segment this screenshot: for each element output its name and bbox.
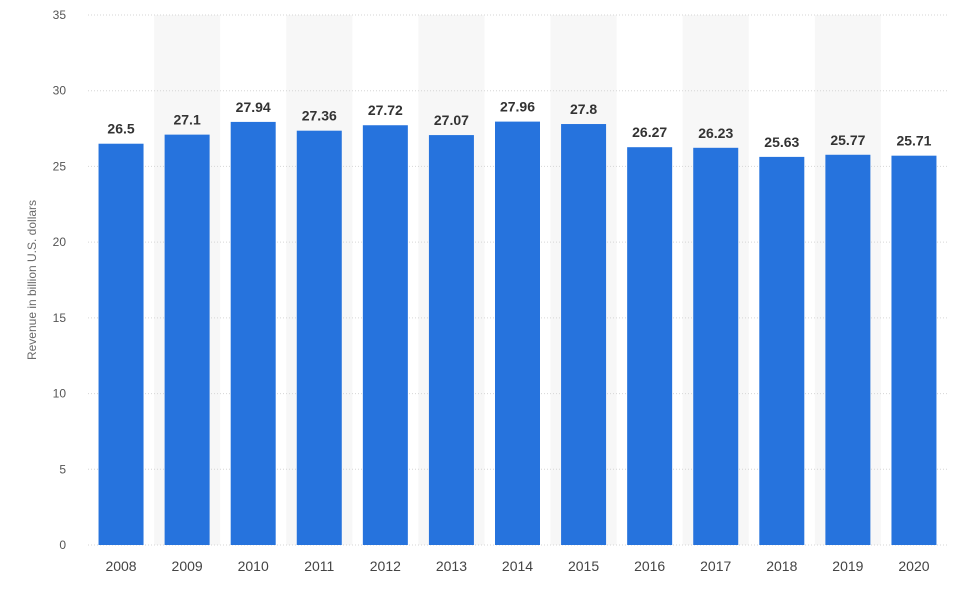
y-tick-label: 15	[53, 311, 67, 325]
y-tick-label: 10	[53, 387, 67, 401]
bars	[98, 121, 937, 546]
y-axis-label: Revenue in billion U.S. dollars	[25, 200, 39, 360]
bar	[296, 130, 342, 546]
x-tick-label: 2017	[700, 558, 731, 574]
y-tick-label: 5	[59, 462, 66, 476]
y-axis-ticks: 0 5 10 15 20 25 30 35	[53, 8, 67, 552]
y-tick-label: 30	[53, 84, 67, 98]
bar	[230, 121, 276, 545]
y-tick-label: 0	[59, 538, 66, 552]
x-tick-label: 2009	[172, 558, 203, 574]
bar	[693, 147, 739, 545]
bar-value-label: 25.77	[830, 132, 865, 148]
x-axis-ticks: 2008 2009 2010 2011 2012 2013 2014 2015 2016 2017…	[105, 558, 929, 574]
bar	[362, 125, 408, 546]
y-tick-label: 35	[53, 8, 67, 22]
bar-value-label: 25.71	[896, 133, 931, 149]
x-tick-label: 2015	[568, 558, 599, 574]
bar	[891, 155, 937, 546]
bar-value-label: 27.07	[434, 112, 469, 128]
x-tick-label: 2020	[898, 558, 929, 574]
bar	[495, 121, 540, 545]
bar	[561, 124, 607, 546]
bar-value-label: 27.94	[236, 99, 271, 115]
bar	[627, 147, 673, 545]
x-tick-label: 2012	[370, 558, 401, 574]
x-tick-label: 2008	[105, 558, 136, 574]
bar-value-label: 25.63	[764, 134, 799, 150]
bar-value-label: 26.23	[698, 125, 733, 141]
bar-value-label: 27.96	[500, 99, 535, 115]
bar	[825, 154, 871, 546]
x-tick-label: 2010	[238, 558, 269, 574]
bar	[98, 143, 144, 545]
bar-value-label: 27.36	[302, 108, 337, 124]
x-tick-label: 2018	[766, 558, 797, 574]
y-tick-label: 25	[53, 159, 67, 173]
bar	[759, 156, 805, 546]
bar-value-label: 27.72	[368, 102, 403, 118]
bar-value-labels: 26.5 27.1 27.94 27.36 27.72 27.07 27.96 27.8 26.…	[107, 99, 931, 150]
bar-value-label: 27.1	[173, 112, 200, 128]
x-tick-label: 2014	[502, 558, 533, 574]
bar	[164, 134, 210, 545]
bar-value-label: 26.5	[107, 121, 134, 137]
bar-value-label: 26.27	[632, 124, 667, 140]
bar-value-label: 27.8	[570, 101, 597, 117]
x-tick-label: 2011	[304, 558, 334, 574]
x-tick-label: 2013	[436, 558, 467, 574]
bar	[428, 135, 474, 545]
y-tick-label: 20	[53, 235, 67, 249]
x-tick-label: 2019	[832, 558, 863, 574]
x-tick-label: 2016	[634, 558, 665, 574]
